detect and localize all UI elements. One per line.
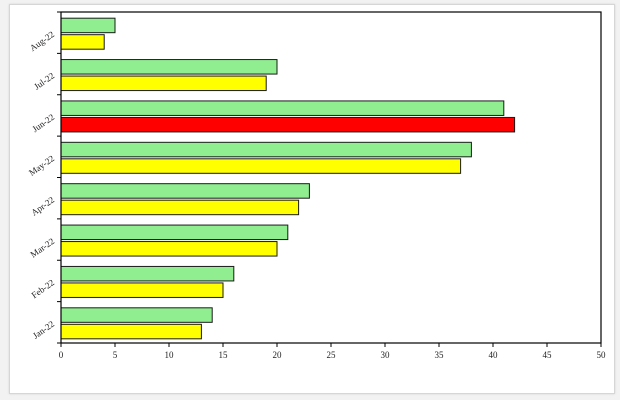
x-tick-label: 0 [59,350,64,360]
bar-series-1-jul-22 [60,59,278,75]
x-tick-label: 35 [435,350,445,360]
x-tick-label: 50 [597,350,607,360]
y-tick-label: Apr-22 [29,195,56,218]
x-tick-label: 20 [273,350,283,360]
bar-series-2-mar-22 [60,241,278,257]
y-tick-label: Jun-22 [30,112,56,134]
bar-series-1-apr-22 [60,183,310,199]
y-tick-label: Feb-22 [30,277,57,300]
x-tick-label: 15 [219,350,229,360]
bar-series-2-may-22 [60,158,462,174]
x-tick-label: 45 [543,350,553,360]
bar-series-1-feb-22 [60,265,235,282]
bar-series-2-aug-22 [60,34,105,50]
y-tick-label: Aug-22 [28,29,56,53]
y-tick-label: May-22 [27,153,56,178]
chart-frame: Jan-22 Feb-22 Mar-22 Apr-22 May-22 Jun-22 Jul-… [9,4,615,394]
x-tick-label: 30 [381,350,391,360]
x-tick-label: 5 [113,350,118,360]
x-tick-label: 25 [327,350,337,360]
bar-series-1-jun-22 [60,100,505,116]
bar-series-2-jul-22 [60,75,267,92]
bar-series-2-apr-22 [60,199,300,216]
bar-series-1-mar-22 [60,224,289,241]
y-tick-label: Mar-22 [28,236,56,260]
plot-area-border [60,11,602,344]
x-tick-label: 40 [489,350,499,360]
bar-series-2-jun-22 [60,116,516,133]
y-tick-label: Jul-22 [32,71,56,92]
bar-series-2-feb-22 [60,282,224,298]
bar-series-1-jan-22 [60,307,213,323]
bar-chart: Jan-22 Feb-22 Mar-22 Apr-22 May-22 Jun-22 Jul-… [27,11,607,360]
bar-series-1-aug-22 [60,17,116,34]
y-tick-label: Jan-22 [31,319,56,341]
x-tick-label: 10 [165,350,175,360]
bar-series-2-jan-22 [60,323,202,340]
bar-series-1-may-22 [60,141,472,158]
